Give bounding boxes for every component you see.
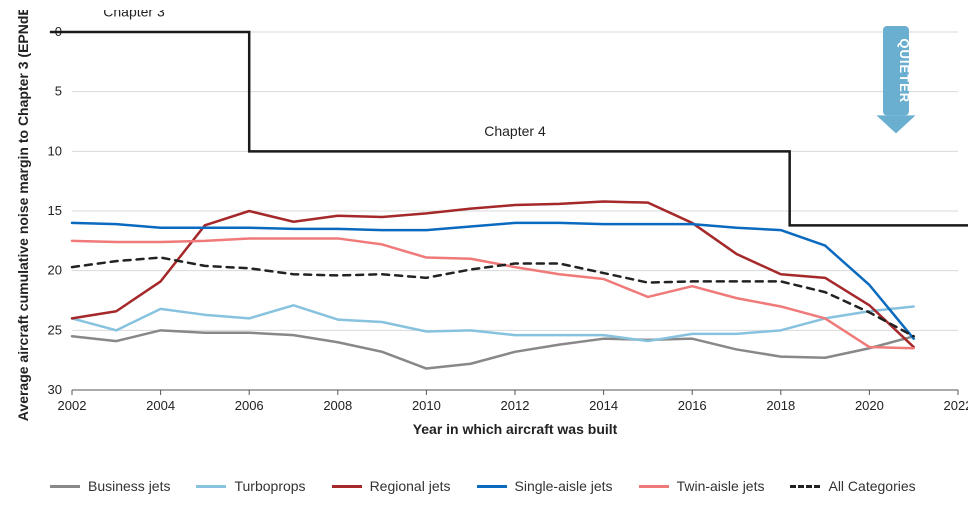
legend-label: Turboprops (234, 478, 305, 494)
quieter-label: QUIETER (897, 38, 912, 103)
svg-text:2018: 2018 (766, 398, 795, 413)
svg-text:2010: 2010 (412, 398, 441, 413)
legend: Business jets Turboprops Regional jets Sing… (50, 478, 916, 494)
svg-text:15: 15 (48, 203, 62, 218)
legend-swatch (196, 485, 226, 488)
svg-text:2008: 2008 (323, 398, 352, 413)
legend-label: Twin-aisle jets (677, 478, 765, 494)
svg-text:2014: 2014 (589, 398, 618, 413)
annotation-chapter-3: Chapter 3 (103, 10, 165, 19)
svg-text:5: 5 (55, 84, 62, 99)
legend-swatch (790, 485, 820, 488)
legend-item-regional-jets: Regional jets (332, 478, 451, 494)
legend-label: Single-aisle jets (515, 478, 613, 494)
noise-margin-chart: 0510152025302002200420062008201020122014… (10, 10, 968, 498)
svg-text:2022: 2022 (944, 398, 968, 413)
svg-text:2006: 2006 (235, 398, 264, 413)
svg-text:10: 10 (48, 143, 62, 158)
y-axis-label: Average aircraft cumulative noise margin… (15, 10, 31, 421)
svg-text:2002: 2002 (58, 398, 87, 413)
svg-text:2012: 2012 (501, 398, 530, 413)
svg-text:2020: 2020 (855, 398, 884, 413)
legend-item-business-jets: Business jets (50, 478, 170, 494)
svg-text:20: 20 (48, 263, 62, 278)
legend-label: Business jets (88, 478, 170, 494)
legend-swatch (50, 485, 80, 488)
svg-text:25: 25 (48, 322, 62, 337)
svg-text:2016: 2016 (678, 398, 707, 413)
annotation-chapter-4: Chapter 4 (484, 123, 546, 139)
legend-label: All Categories (828, 478, 915, 494)
x-axis-label: Year in which aircraft was built (413, 421, 618, 437)
svg-text:30: 30 (48, 382, 62, 397)
chart-canvas: 0510152025302002200420062008201020122014… (10, 10, 968, 498)
legend-swatch (477, 485, 507, 488)
svg-text:2004: 2004 (146, 398, 175, 413)
legend-item-all-categories: All Categories (790, 478, 915, 494)
legend-item-single-aisle-jets: Single-aisle jets (477, 478, 613, 494)
legend-item-twin-aisle-jets: Twin-aisle jets (639, 478, 765, 494)
legend-item-turboprops: Turboprops (196, 478, 305, 494)
legend-label: Regional jets (370, 478, 451, 494)
legend-swatch (332, 485, 362, 488)
legend-swatch (639, 485, 669, 488)
